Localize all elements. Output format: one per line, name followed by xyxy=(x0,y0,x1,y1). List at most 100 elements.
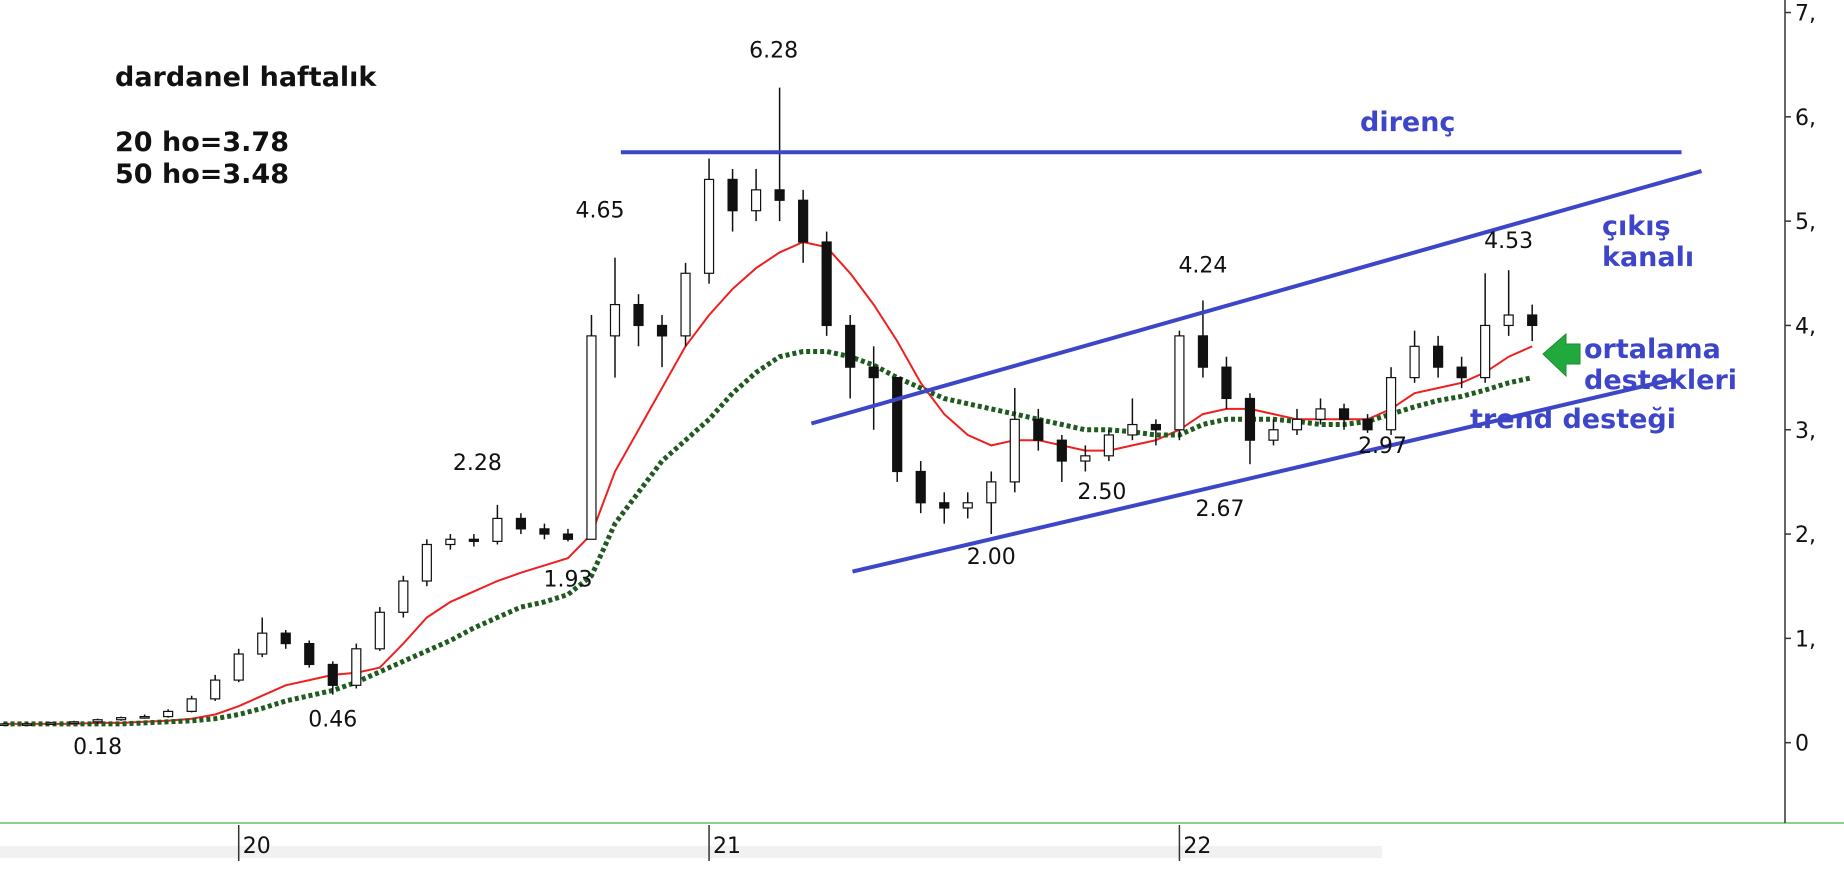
y-tick-label: 2, xyxy=(1795,523,1816,548)
candle-body xyxy=(233,653,244,681)
price-label: 0.18 xyxy=(73,735,122,760)
line-label: kanalı xyxy=(1602,242,1694,273)
candle-body xyxy=(1338,408,1350,420)
chart-title: dardanel haftalık xyxy=(115,62,377,93)
candle-body xyxy=(1315,408,1326,420)
candle-body xyxy=(845,324,856,368)
note: 20 ho=3.78 xyxy=(115,127,289,158)
candle-body xyxy=(116,717,127,721)
candle-body xyxy=(163,710,174,718)
candle-body xyxy=(680,272,691,337)
candle-body xyxy=(351,648,362,686)
candle-body xyxy=(210,679,221,700)
candle-body xyxy=(774,189,785,201)
y-tick-label: 0 xyxy=(1795,732,1809,757)
candle-body xyxy=(1150,423,1161,431)
price-label: 4.53 xyxy=(1484,229,1533,254)
candle-body xyxy=(750,189,762,212)
candle-body xyxy=(0,723,9,727)
y-tick-label: 5, xyxy=(1795,210,1816,235)
candle-body xyxy=(21,723,33,727)
candle-body xyxy=(374,611,385,650)
candle-body xyxy=(727,178,738,212)
candle-body xyxy=(1385,376,1397,431)
candle-body xyxy=(1033,418,1044,441)
candle-body xyxy=(68,721,80,724)
candle-body xyxy=(492,517,503,542)
candle-body xyxy=(327,663,338,686)
arrow xyxy=(1542,332,1581,378)
y-tick-label: 4, xyxy=(1795,314,1816,339)
candle-body xyxy=(1244,397,1256,441)
price-label: 2.50 xyxy=(1077,480,1126,505)
x-tick-label: 22 xyxy=(1183,834,1211,859)
candle-body xyxy=(257,632,268,655)
candle-body xyxy=(939,502,950,509)
candle-body xyxy=(515,517,527,530)
candle-body xyxy=(962,502,973,509)
price-label: 2.67 xyxy=(1195,497,1244,522)
candle-body xyxy=(1456,366,1467,379)
x-tick-label: 20 xyxy=(243,834,271,859)
price-label: 4.65 xyxy=(575,199,624,224)
candle-body xyxy=(139,716,150,719)
candle-body xyxy=(1056,439,1067,462)
price-label: 1.93 xyxy=(543,567,592,592)
line-label: çıkış xyxy=(1602,211,1671,242)
candle-body xyxy=(1433,345,1444,368)
candle-body xyxy=(609,303,621,337)
candle-body xyxy=(892,376,903,473)
scrollbar xyxy=(0,846,1382,858)
candle-body xyxy=(1527,314,1538,327)
price-label: 2.28 xyxy=(453,451,502,476)
note: 50 ho=3.48 xyxy=(115,159,289,190)
candle-body xyxy=(1268,429,1279,441)
trend-line xyxy=(810,169,1703,426)
candle-body xyxy=(1291,418,1303,431)
candle-body xyxy=(1503,314,1514,327)
candle-body xyxy=(421,543,432,582)
line-label: trend desteği xyxy=(1470,404,1676,435)
line-label: direnç xyxy=(1360,107,1455,138)
candle-body xyxy=(1409,345,1420,379)
candle-body xyxy=(280,632,291,645)
candle-body xyxy=(1480,324,1491,379)
candle-body xyxy=(1197,335,1209,368)
candle-body xyxy=(1080,455,1091,462)
y-tick-label: 6, xyxy=(1795,106,1816,131)
candle-body xyxy=(92,719,103,723)
candle-body xyxy=(186,698,197,712)
candle-body xyxy=(1103,434,1114,457)
candle-body xyxy=(1009,418,1020,483)
candle-body xyxy=(986,481,997,504)
x-tick-label: 21 xyxy=(713,834,741,859)
candle-body xyxy=(703,178,715,274)
candle-body xyxy=(445,538,456,546)
candle-body xyxy=(798,199,809,243)
candle-body xyxy=(821,241,832,327)
candle-body xyxy=(1362,418,1373,431)
candle-body xyxy=(304,642,315,666)
candle-body xyxy=(656,324,668,337)
price-label: 6.28 xyxy=(749,39,798,64)
y-tick-label: 7, xyxy=(1795,2,1816,27)
candle-body xyxy=(633,303,644,327)
y-tick-label: 3, xyxy=(1795,419,1816,444)
candle-body xyxy=(562,533,574,540)
candle-body xyxy=(1174,335,1185,431)
candle-body xyxy=(539,528,550,535)
y-tick-label: 1, xyxy=(1795,627,1816,652)
candle-body xyxy=(915,470,926,504)
candle-body xyxy=(1127,423,1138,436)
moving-average xyxy=(3,349,1533,727)
candle-body xyxy=(1221,366,1232,400)
price-label: 0.46 xyxy=(308,708,357,733)
price-label: 2.97 xyxy=(1358,434,1407,459)
candle-body xyxy=(586,335,597,540)
moving-average xyxy=(3,240,1533,725)
price-label: 4.24 xyxy=(1178,253,1227,278)
candle-body xyxy=(468,538,479,542)
trend-line xyxy=(852,376,1677,574)
